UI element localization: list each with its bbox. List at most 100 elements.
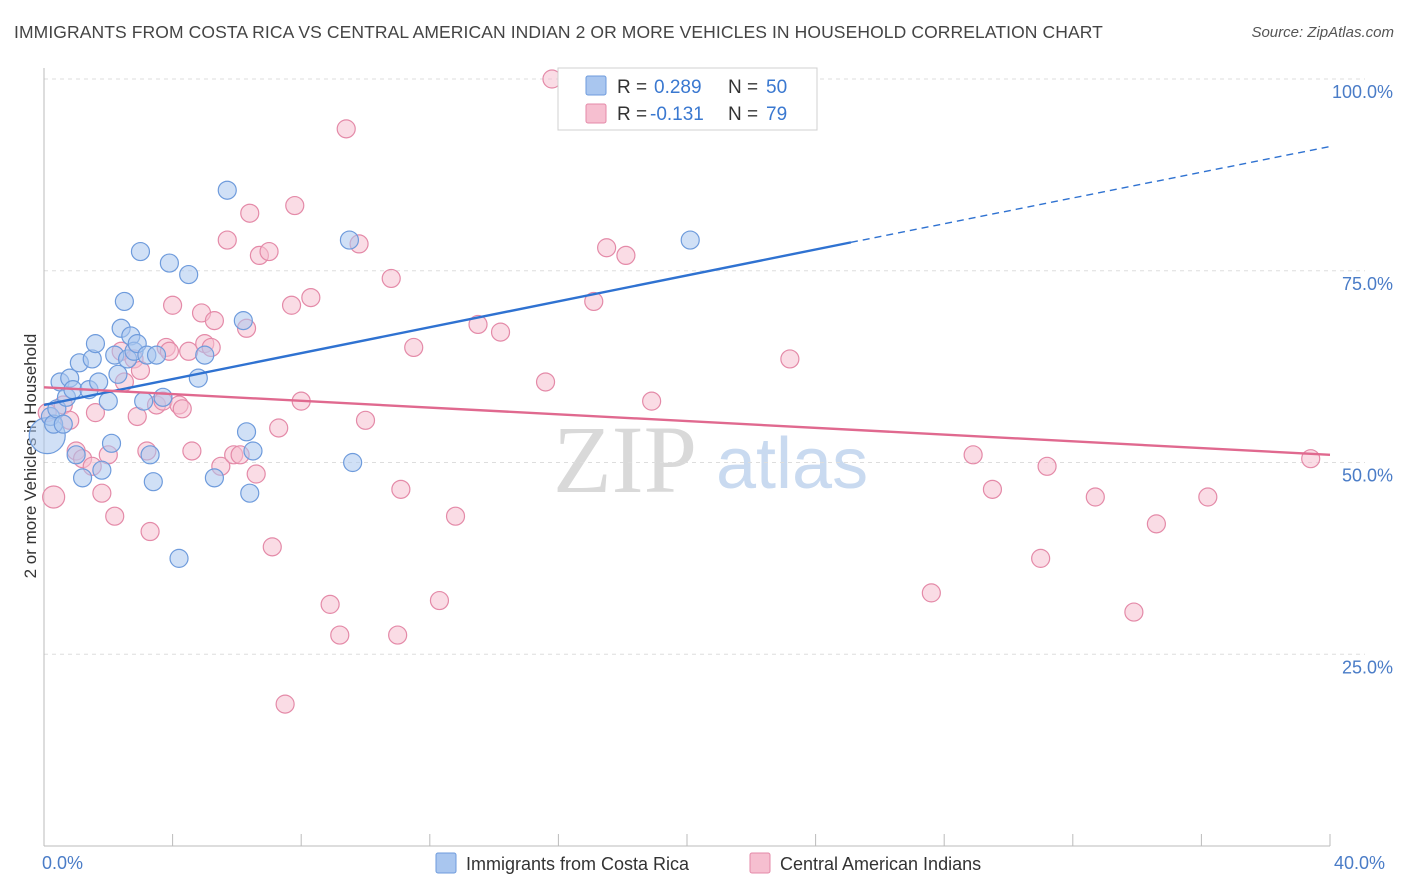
- point-costa-rica: [146, 345, 167, 365]
- point-central-american-indians: [320, 594, 340, 614]
- y-axis-tick-labels: 100.0% 75.0% 50.0% 25.0%: [1332, 82, 1393, 677]
- point-costa-rica: [240, 483, 260, 503]
- trend-line-central-american-indians: [43, 386, 1331, 457]
- point-costa-rica: [85, 334, 106, 354]
- point-central-american-indians: [204, 311, 224, 331]
- y-tick-label-50: 50.0%: [1342, 466, 1393, 486]
- point-costa-rica: [343, 452, 363, 473]
- point-central-american-indians: [445, 506, 466, 526]
- point-central-american-indians: [281, 295, 302, 315]
- source-attribution[interactable]: Source: ZipAtlas.com: [1251, 24, 1394, 41]
- legend-n-label-1: N =: [728, 77, 758, 98]
- point-costa-rica: [92, 460, 112, 480]
- point-costa-rica: [243, 441, 263, 461]
- point-central-american-indians: [85, 403, 106, 423]
- point-costa-rica: [130, 241, 151, 262]
- point-central-american-indians: [301, 287, 321, 308]
- point-costa-rica: [114, 291, 134, 312]
- point-central-american-indians: [490, 322, 511, 342]
- bottom-legend-swatch-blue: [435, 852, 457, 874]
- legend-r-value-1: 0.289: [654, 77, 702, 98]
- point-central-american-indians: [336, 119, 356, 139]
- point-central-american-indians: [217, 230, 237, 250]
- point-costa-rica: [89, 372, 109, 392]
- point-costa-rica: [108, 364, 128, 384]
- point-costa-rica: [53, 414, 73, 434]
- point-central-american-indians: [285, 195, 305, 216]
- gridlines: [44, 78, 1365, 655]
- point-central-american-indians: [1037, 456, 1057, 476]
- point-central-american-indians: [179, 341, 199, 361]
- correlation-legend: R = 0.289 N = 50 R = -0.131 N = 79: [557, 67, 818, 131]
- y-tick-label-100: 100.0%: [1332, 82, 1393, 102]
- point-central-american-indians: [92, 483, 112, 503]
- point-costa-rica: [101, 433, 122, 453]
- point-central-american-indians: [42, 485, 66, 509]
- point-costa-rica: [236, 422, 257, 442]
- point-central-american-indians: [642, 391, 662, 411]
- point-central-american-indians: [1146, 514, 1166, 534]
- series-legend: Immigrants from Costa Rica Central Ameri…: [435, 852, 981, 874]
- point-costa-rica: [66, 445, 86, 465]
- trend-lines: [43, 145, 1331, 457]
- point-central-american-indians: [330, 625, 350, 645]
- point-central-american-indians: [982, 479, 1003, 499]
- x-tick-label-end: 40.0%: [1334, 853, 1385, 873]
- point-central-american-indians: [1198, 487, 1218, 507]
- legend-r-label-1: R =: [617, 77, 647, 98]
- legend-r-label-2: R =: [617, 104, 647, 125]
- point-central-american-indians: [140, 521, 160, 542]
- point-central-american-indians: [275, 694, 295, 714]
- y-tick-label-75: 75.0%: [1342, 274, 1393, 294]
- point-costa-rica: [179, 264, 199, 285]
- watermark: ZIP atlas: [553, 406, 868, 513]
- point-costa-rica: [159, 253, 179, 273]
- point-costa-rica: [143, 472, 163, 492]
- series-immigrants-costa-rica: [28, 180, 700, 568]
- point-central-american-indians: [269, 418, 289, 438]
- watermark-atlas: atlas: [716, 424, 868, 504]
- point-central-american-indians: [105, 506, 125, 526]
- x-tick-label-start: 0.0%: [42, 853, 83, 873]
- point-central-american-indians: [597, 238, 617, 258]
- point-costa-rica: [195, 345, 215, 365]
- bottom-legend-label-1: Immigrants from Costa Rica: [466, 854, 690, 874]
- bottom-legend-swatch-pink: [749, 852, 771, 874]
- point-costa-rica: [204, 468, 224, 488]
- point-central-american-indians: [1031, 548, 1051, 568]
- y-tick-label-25: 25.0%: [1342, 657, 1393, 677]
- point-central-american-indians: [404, 337, 424, 358]
- point-costa-rica: [217, 180, 237, 200]
- series-central-american-indians: [37, 69, 1321, 714]
- point-central-american-indians: [1085, 487, 1105, 507]
- point-central-american-indians: [388, 625, 408, 645]
- point-costa-rica: [233, 311, 253, 331]
- legend-n-value-2: 79: [766, 104, 787, 125]
- point-central-american-indians: [163, 295, 183, 315]
- point-central-american-indians: [240, 203, 260, 223]
- legend-swatch-pink: [585, 103, 607, 124]
- point-costa-rica: [134, 391, 154, 411]
- point-costa-rica: [140, 445, 160, 465]
- point-central-american-indians: [246, 464, 266, 484]
- legend-swatch-blue: [585, 75, 607, 96]
- point-central-american-indians: [963, 445, 983, 465]
- trend-line-costa-rica: [43, 241, 852, 407]
- point-central-american-indians: [535, 372, 556, 392]
- point-costa-rica: [153, 387, 173, 407]
- point-costa-rica: [680, 230, 700, 250]
- y-axis-label: 2 or more Vehicles in Household: [21, 334, 40, 579]
- legend-r-value-2: -0.131: [650, 104, 704, 125]
- point-central-american-indians: [921, 583, 941, 603]
- chart-title: IMMIGRANTS FROM COSTA RICA VS CENTRAL AM…: [14, 22, 1103, 42]
- point-central-american-indians: [172, 399, 192, 419]
- point-central-american-indians: [182, 441, 202, 461]
- legend-n-label-2: N =: [728, 104, 758, 125]
- point-central-american-indians: [1124, 602, 1144, 622]
- point-central-american-indians: [429, 590, 450, 611]
- watermark-zip: ZIP: [553, 406, 697, 513]
- point-central-american-indians: [355, 410, 376, 430]
- trend-line-costa-rica-extrapolated: [850, 145, 1331, 244]
- point-central-american-indians: [381, 268, 401, 289]
